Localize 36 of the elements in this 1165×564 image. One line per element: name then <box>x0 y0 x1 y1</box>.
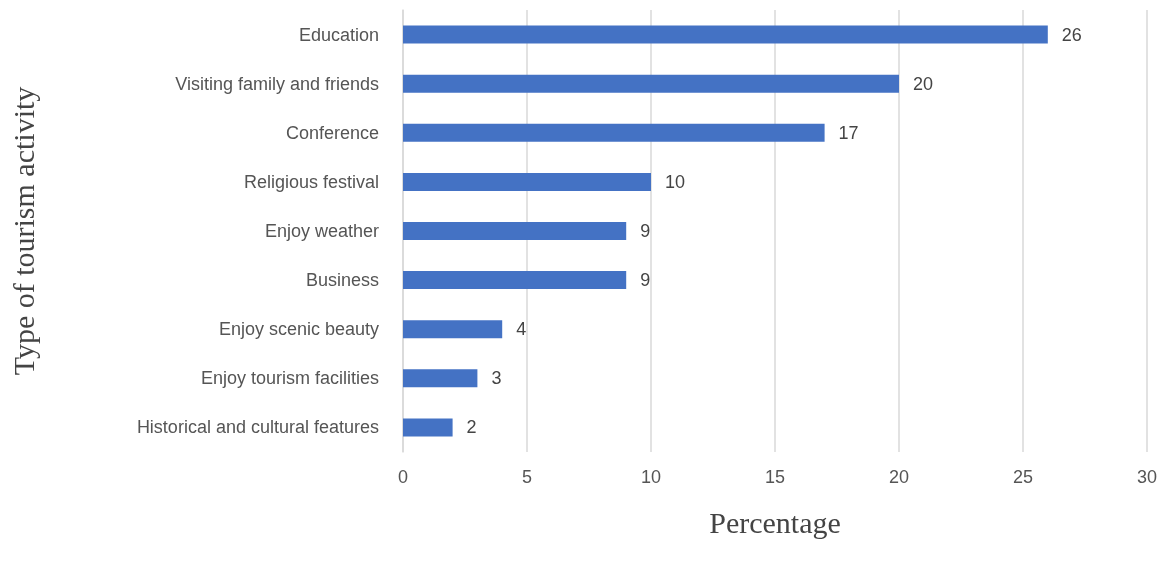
bar <box>403 123 825 142</box>
y-axis-title: Type of tourism activity <box>6 86 40 376</box>
data-label: 10 <box>665 171 686 192</box>
bar <box>403 25 1048 44</box>
data-label: 26 <box>1061 24 1082 45</box>
bar <box>403 271 627 290</box>
y-tick-label: Enjoy weather <box>264 221 379 241</box>
y-tick-label: Religious festival <box>243 171 379 192</box>
data-label: 4 <box>516 319 527 340</box>
bar <box>403 74 899 93</box>
data-label: 2 <box>466 417 477 438</box>
y-tick-label: Historical and cultural features <box>136 417 379 438</box>
x-tick-label: 0 <box>397 467 409 487</box>
y-tick-label: Enjoy scenic beauty <box>218 319 379 340</box>
data-label: 9 <box>640 270 651 291</box>
y-tick-label: Conference <box>285 122 379 143</box>
bar <box>403 172 651 191</box>
bar <box>403 418 453 437</box>
data-label: 3 <box>491 368 502 389</box>
x-tick-label: 15 <box>764 467 786 487</box>
x-tick-label: 25 <box>1012 467 1034 487</box>
y-tick-label: Education <box>298 24 379 45</box>
x-tick-label: 30 <box>1136 467 1158 487</box>
y-tick-label: Visiting family and friends <box>175 73 379 94</box>
x-tick-label: 5 <box>521 467 533 487</box>
y-tick-label: Enjoy tourism facilities <box>200 368 379 389</box>
data-label: 9 <box>640 221 651 241</box>
data-label: 17 <box>838 122 859 143</box>
x-tick-label: 10 <box>640 467 662 487</box>
data-label: 20 <box>913 73 934 94</box>
bar <box>403 320 503 339</box>
x-tick-label: 20 <box>888 467 910 487</box>
x-axis-title: Percentage <box>709 505 841 539</box>
bar <box>403 369 478 388</box>
bar <box>403 222 627 240</box>
y-tick-label: Business <box>305 270 379 291</box>
